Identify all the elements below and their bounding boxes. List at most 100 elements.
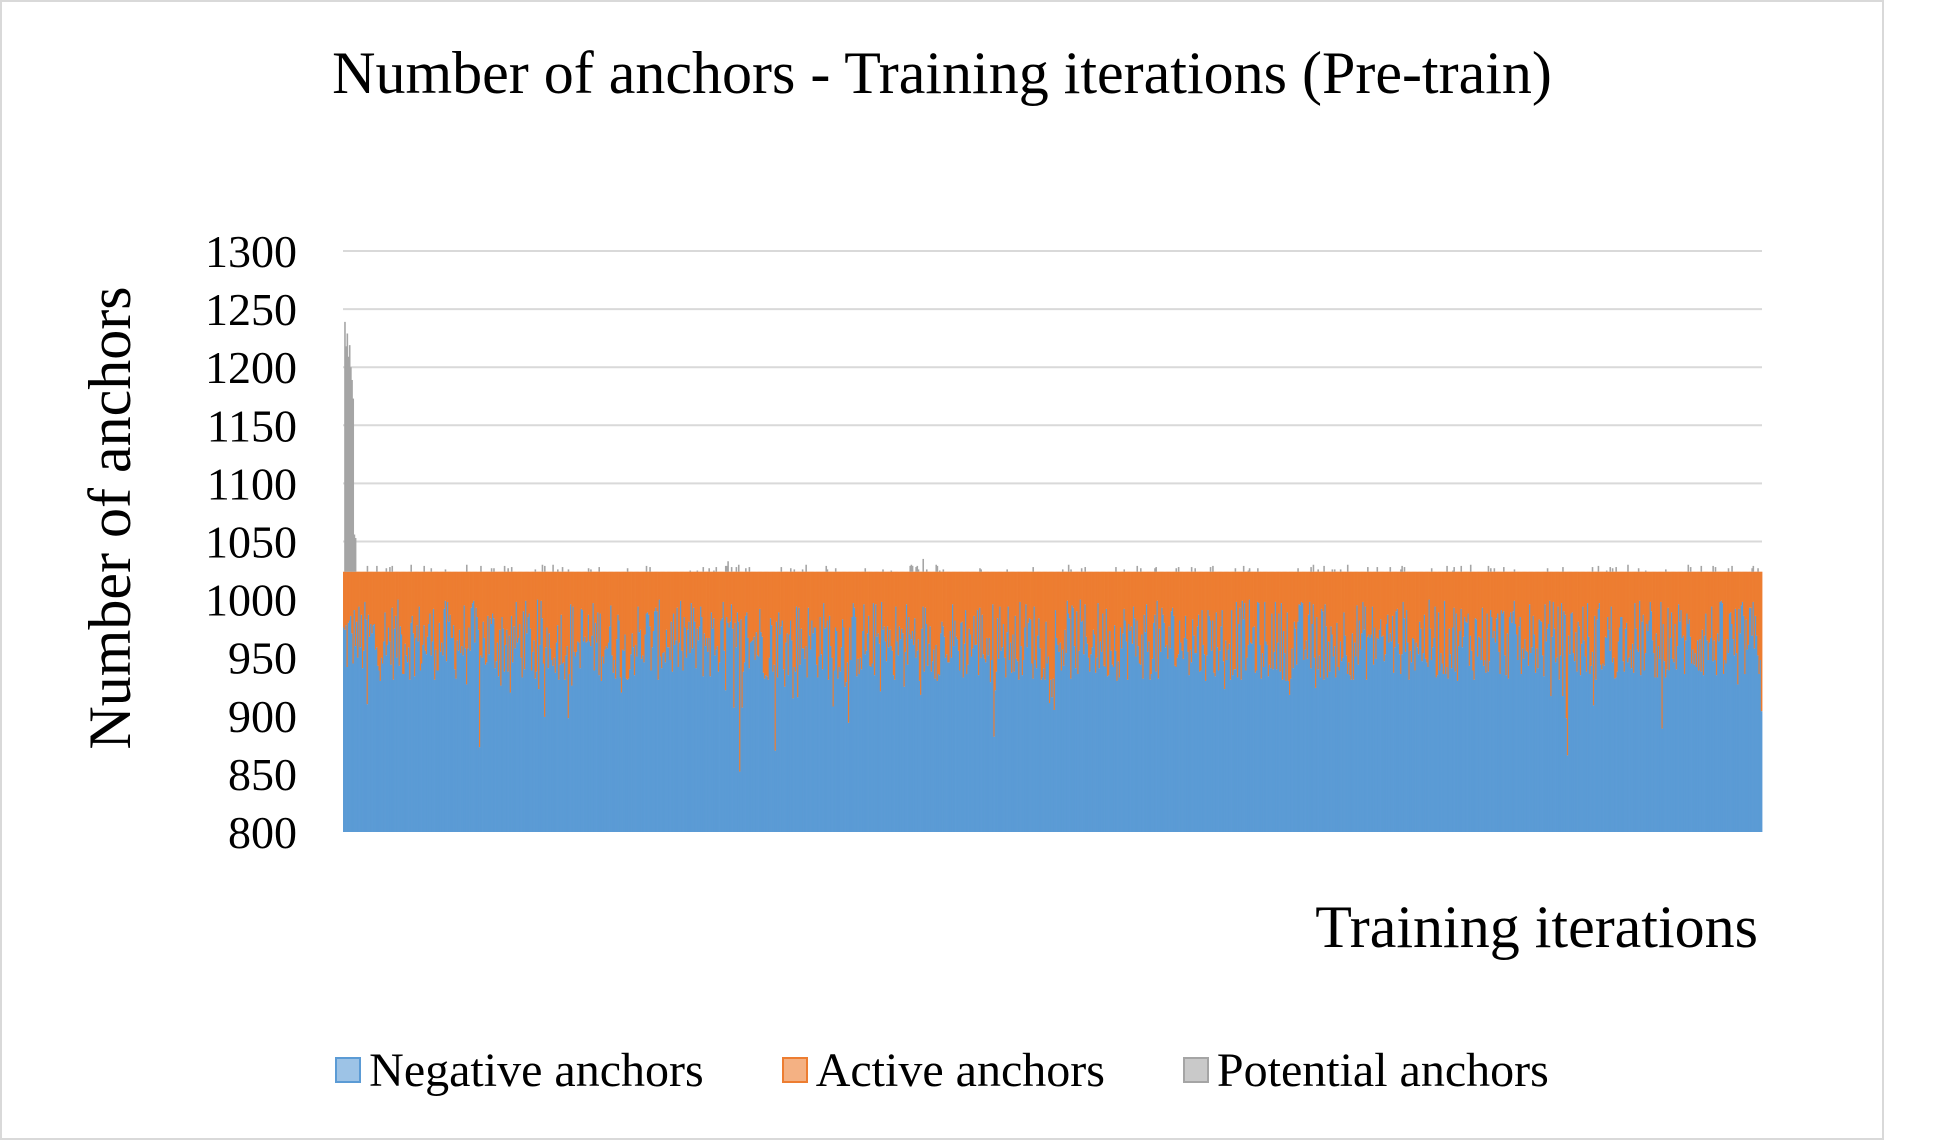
bar-active	[830, 571, 832, 647]
bar-negative	[612, 672, 615, 832]
legend-item-active[interactable]: Active anchors	[781, 1043, 1105, 1098]
bar-negative	[1215, 612, 1218, 832]
bar-negative	[1644, 653, 1647, 832]
bar-negative	[424, 650, 427, 832]
bar-negative	[944, 657, 947, 832]
bar-negative	[1758, 673, 1761, 832]
bar-active	[596, 571, 598, 643]
bar-active	[1467, 571, 1470, 614]
bar-active	[808, 571, 811, 636]
bar-active	[380, 571, 383, 658]
bar-active	[1584, 571, 1587, 657]
bar-negative	[769, 618, 772, 832]
bar-negative	[1275, 669, 1278, 832]
bar-negative	[950, 657, 953, 832]
bar-active	[1213, 571, 1215, 673]
bar-negative	[379, 680, 382, 832]
bar-active	[1209, 571, 1212, 621]
bar-negative	[1551, 636, 1554, 832]
bar-negative	[1649, 601, 1652, 832]
bar-active	[611, 571, 614, 656]
bar-active	[1460, 571, 1463, 609]
bar-negative	[512, 662, 514, 832]
bar-active	[1407, 571, 1409, 643]
y-tick-label: 900	[228, 691, 297, 742]
bar-active	[1234, 571, 1237, 670]
bar-negative	[651, 647, 654, 832]
bar-negative	[1513, 600, 1516, 832]
bar-negative	[1248, 599, 1251, 832]
bar-active	[1555, 571, 1557, 663]
bar-active	[1132, 571, 1135, 607]
bar-negative	[1018, 679, 1020, 832]
bar-active	[1731, 571, 1733, 624]
bar-negative	[715, 649, 718, 832]
bar-active	[870, 571, 872, 667]
bar-negative	[1543, 676, 1545, 832]
bar-active	[1756, 571, 1758, 636]
bar-negative	[970, 656, 973, 832]
bar-active	[1067, 571, 1070, 614]
bar-active	[769, 571, 772, 619]
bar-active	[1332, 571, 1335, 657]
bar-negative	[1514, 624, 1517, 832]
bar-negative	[495, 661, 498, 832]
bar-active	[741, 571, 744, 708]
bar-negative	[1622, 661, 1625, 832]
bar-active	[526, 571, 528, 634]
bar-active	[849, 571, 851, 628]
bar-negative	[734, 622, 736, 832]
bar-potential	[423, 565, 425, 572]
bar-negative	[559, 664, 561, 832]
bar-potential	[1312, 564, 1315, 572]
bar-potential	[1067, 564, 1070, 572]
bar-negative	[380, 657, 383, 832]
bar-active	[1614, 571, 1616, 679]
bar-negative	[1166, 644, 1168, 832]
bar-active	[444, 571, 447, 601]
bar-active	[1008, 571, 1011, 661]
legend-item-potential[interactable]: Potential anchors	[1182, 1043, 1549, 1098]
bar-negative	[659, 656, 662, 832]
bar-active	[1040, 571, 1043, 680]
legend-item-negative[interactable]: Negative anchors	[335, 1043, 704, 1098]
bar-negative	[929, 626, 932, 832]
bar-negative	[1163, 622, 1166, 832]
bar-active	[1650, 571, 1653, 612]
bar-negative	[1533, 634, 1536, 832]
bar-negative	[1626, 622, 1628, 832]
bar-active	[727, 571, 729, 623]
bar-active	[661, 571, 663, 669]
bar-active	[1098, 571, 1101, 669]
bar-active	[829, 571, 831, 616]
bar-active	[1558, 571, 1561, 680]
bar-negative	[539, 644, 541, 832]
bar-active	[462, 571, 465, 656]
bar-negative	[1629, 649, 1632, 832]
bar-negative	[1521, 648, 1524, 832]
bar-negative	[390, 664, 392, 832]
bar-negative	[1255, 670, 1258, 832]
bar-negative	[898, 626, 901, 832]
bar-negative	[1074, 668, 1077, 832]
bar-active	[736, 571, 739, 613]
bar-negative	[532, 651, 534, 832]
bar-negative	[1015, 658, 1018, 832]
bar-active	[374, 571, 377, 650]
bar-active	[1001, 571, 1004, 648]
bar-active	[942, 571, 945, 627]
bar-active	[1000, 571, 1003, 651]
bar-active	[400, 571, 403, 635]
bar-potential	[805, 564, 807, 572]
bar-negative	[1563, 611, 1565, 832]
bar-active	[789, 571, 792, 621]
bar-negative	[581, 610, 584, 832]
bar-active	[721, 571, 723, 619]
bar-negative	[623, 650, 625, 832]
bar-active	[1247, 571, 1250, 645]
bar-negative	[681, 650, 683, 832]
bar-negative	[925, 624, 928, 832]
bar-negative	[1398, 654, 1401, 832]
bar-potential	[702, 567, 705, 572]
bar-active	[372, 571, 375, 626]
